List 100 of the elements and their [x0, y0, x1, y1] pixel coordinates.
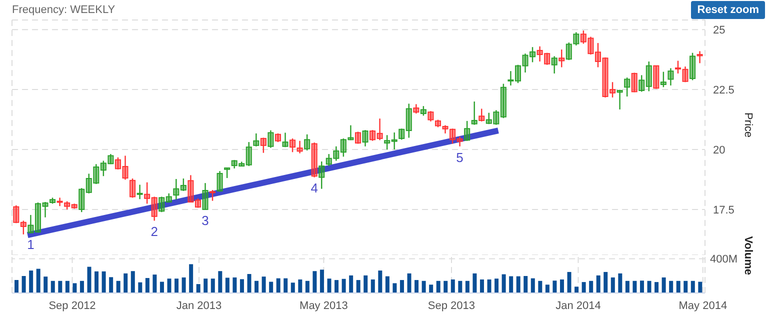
- candlestick: [616, 89, 623, 110]
- bar: [604, 272, 608, 293]
- candlestick: [326, 153, 332, 167]
- bar: [94, 271, 99, 293]
- bar: [414, 280, 419, 293]
- bar: [364, 275, 368, 293]
- candlestick: [682, 66, 688, 83]
- candlestick: [246, 141, 252, 167]
- bar: [145, 278, 150, 293]
- candlestick: [28, 214, 34, 234]
- bar: [160, 282, 164, 293]
- candlestick: [144, 182, 150, 204]
- candlestick: [93, 164, 100, 185]
- bar: [480, 279, 484, 293]
- bar: [472, 273, 477, 293]
- candlestick: [56, 197, 63, 207]
- candlestick: [268, 130, 274, 148]
- bar: [450, 279, 455, 293]
- bar: [102, 271, 106, 293]
- bar: [130, 271, 135, 293]
- bar: [210, 278, 215, 293]
- candlestick: [631, 72, 638, 93]
- bar: [240, 279, 244, 293]
- bar: [567, 272, 572, 293]
- bar: [72, 283, 77, 293]
- candlestick: [122, 155, 128, 180]
- candlestick: [130, 178, 136, 198]
- bar: [538, 280, 542, 293]
- candlestick: [674, 60, 681, 74]
- bar: [138, 282, 142, 293]
- candlestick: [370, 129, 376, 142]
- candlestick: [304, 134, 310, 152]
- x-tick-label: May 2014: [678, 300, 728, 312]
- candlestick: [173, 178, 180, 200]
- candlestick: [384, 134, 390, 150]
- bar: [80, 280, 84, 293]
- y-axis-title: Volume: [742, 236, 754, 275]
- candlestick: [536, 46, 543, 62]
- bar: [298, 279, 302, 293]
- x-tick-label: Jan 2013: [176, 300, 222, 312]
- bar: [290, 282, 295, 293]
- bar: [610, 277, 615, 293]
- bar: [690, 280, 695, 293]
- bar: [116, 280, 120, 293]
- bar: [422, 280, 426, 293]
- bar: [647, 280, 652, 293]
- bar: [22, 276, 26, 293]
- bar: [509, 276, 514, 293]
- bar: [44, 276, 48, 293]
- candlestick: [333, 146, 340, 162]
- bar: [342, 278, 346, 293]
- candlestick: [508, 70, 514, 86]
- bar: [36, 268, 40, 293]
- candlestick: [202, 182, 208, 210]
- candlestick: [354, 131, 361, 144]
- candlestick: [362, 129, 368, 147]
- candlestick: [34, 202, 41, 234]
- candlestick: [158, 196, 165, 213]
- reset-zoom-button: Reset zoom: [691, 1, 765, 19]
- candlestick: [464, 120, 470, 142]
- bar: [334, 280, 339, 293]
- candlestick: [166, 192, 172, 204]
- bar: [640, 280, 644, 293]
- bar: [204, 278, 208, 293]
- candlestick: [20, 220, 26, 235]
- bar: [247, 274, 252, 293]
- x-tick-label: Sep 2013: [428, 300, 476, 312]
- bar: [269, 282, 274, 293]
- candlestick: [340, 138, 346, 158]
- candlestick: [551, 56, 558, 74]
- bar: [232, 277, 237, 293]
- bar: [87, 266, 92, 293]
- candlestick: [231, 159, 238, 170]
- candlestick: [486, 112, 492, 125]
- candlestick: [71, 203, 78, 210]
- candlestick: [442, 124, 448, 134]
- bar: [684, 280, 688, 293]
- candlestick: [420, 105, 426, 116]
- x-tick-label: May 2013: [300, 300, 348, 312]
- candlestick: [290, 138, 296, 153]
- bar: [524, 276, 528, 293]
- candlestick: [194, 198, 201, 208]
- candlestick: [391, 132, 398, 150]
- bar: [392, 283, 397, 293]
- annotation: 1: [27, 236, 34, 252]
- bar: [124, 273, 128, 293]
- candlestick: [573, 32, 580, 46]
- bar: [174, 278, 179, 293]
- bar: [58, 280, 62, 293]
- candlestick: [594, 42, 601, 68]
- bar: [218, 271, 222, 293]
- bar: [196, 284, 200, 293]
- y-tick-label: 17.5: [713, 204, 734, 216]
- annotation: 3: [202, 213, 209, 228]
- bar: [327, 278, 332, 293]
- candlestick: [78, 187, 85, 213]
- bar: [618, 273, 622, 293]
- annotation: 5: [456, 150, 464, 165]
- candlestick: [210, 189, 216, 202]
- candlestick: [224, 167, 230, 179]
